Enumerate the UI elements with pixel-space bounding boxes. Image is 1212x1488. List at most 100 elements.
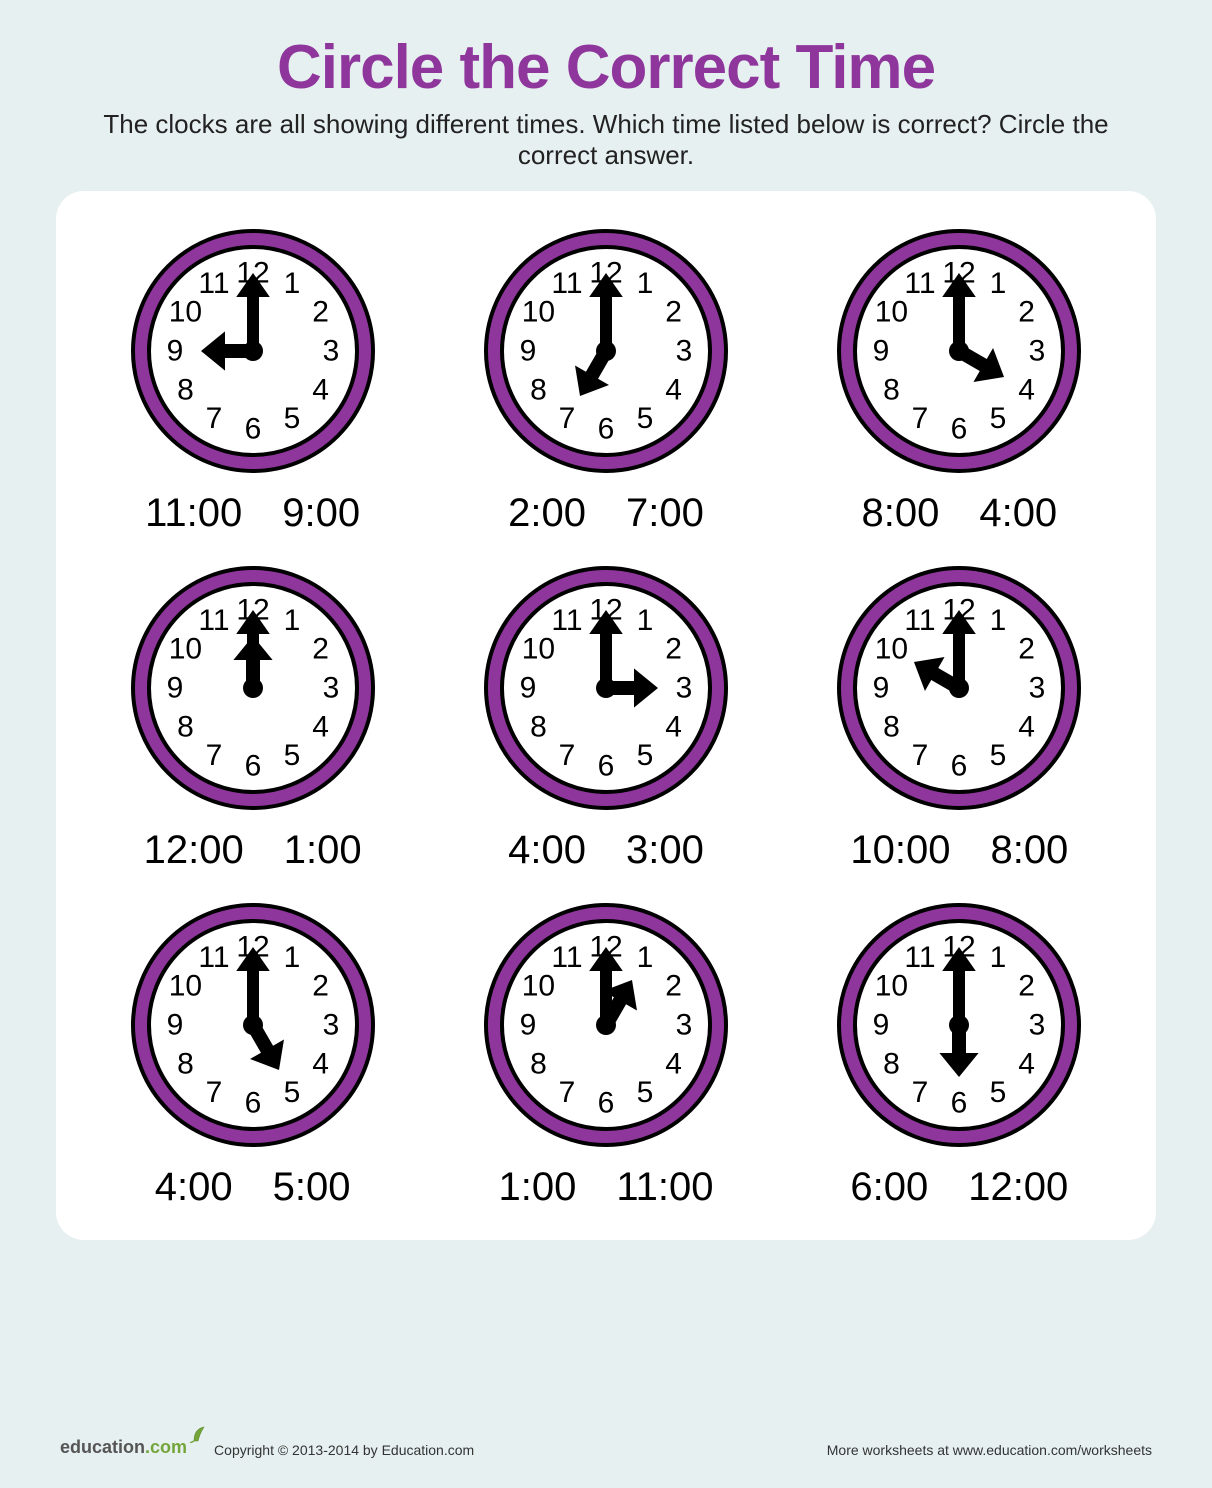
answer-option[interactable]: 3:00 [626,828,704,873]
svg-text:5: 5 [283,1076,300,1109]
svg-text:1: 1 [637,267,654,300]
svg-text:2: 2 [665,633,682,666]
svg-text:4: 4 [665,1048,682,1081]
svg-text:1: 1 [637,604,654,637]
svg-text:2: 2 [665,970,682,1003]
answer-option[interactable]: 8:00 [990,828,1068,873]
svg-text:9: 9 [166,672,183,705]
answer-option[interactable]: 11:00 [616,1165,713,1210]
svg-text:3: 3 [676,672,693,705]
svg-text:2: 2 [312,633,329,666]
clock-cell: 123456789101112 1:00 11:00 [476,895,736,1210]
clock-cell: 123456789101112 6:00 12:00 [829,895,1089,1210]
svg-text:6: 6 [951,750,968,783]
answer-choices: 12:00 1:00 [123,828,383,873]
svg-text:10: 10 [875,296,908,329]
svg-text:11: 11 [198,941,229,974]
svg-text:3: 3 [1029,672,1046,705]
svg-text:1: 1 [637,941,654,974]
analog-clock: 123456789101112 [476,221,736,481]
svg-text:6: 6 [598,750,615,783]
svg-text:3: 3 [322,1009,339,1042]
clock-cell: 123456789101112 4:00 5:00 [123,895,383,1210]
svg-text:1: 1 [283,267,300,300]
analog-clock: 123456789101112 [829,221,1089,481]
svg-text:11: 11 [551,941,582,974]
svg-text:5: 5 [990,402,1007,435]
svg-text:8: 8 [883,1048,900,1081]
svg-text:3: 3 [1029,1009,1046,1042]
svg-text:10: 10 [522,970,555,1003]
analog-clock: 123456789101112 [123,558,383,818]
answer-option[interactable]: 6:00 [850,1165,928,1210]
answer-option[interactable]: 1:00 [498,1165,576,1210]
svg-text:6: 6 [951,1087,968,1120]
svg-text:5: 5 [637,402,654,435]
svg-text:5: 5 [283,739,300,772]
svg-text:7: 7 [205,1076,222,1109]
svg-text:6: 6 [598,413,615,446]
leaf-icon [188,1423,208,1443]
svg-text:2: 2 [312,296,329,329]
analog-clock: 123456789101112 [476,895,736,1155]
svg-text:2: 2 [1019,296,1036,329]
answer-choices: 10:00 8:00 [829,828,1089,873]
svg-text:9: 9 [520,1009,537,1042]
answer-option[interactable]: 4:00 [979,491,1057,536]
svg-text:11: 11 [905,604,936,637]
answer-option[interactable]: 12:00 [144,828,244,873]
svg-text:1: 1 [283,941,300,974]
answer-option[interactable]: 10:00 [850,828,950,873]
answer-option[interactable]: 5:00 [273,1165,351,1210]
answer-choices: 2:00 7:00 [476,491,736,536]
answer-option[interactable]: 4:00 [155,1165,233,1210]
svg-text:3: 3 [676,1009,693,1042]
svg-text:10: 10 [168,970,201,1003]
svg-text:11: 11 [198,604,229,637]
svg-text:6: 6 [598,1087,615,1120]
answer-choices: 4:00 5:00 [123,1165,383,1210]
svg-text:7: 7 [912,1076,929,1109]
answer-choices: 4:00 3:00 [476,828,736,873]
svg-text:11: 11 [905,267,936,300]
svg-text:4: 4 [312,374,329,407]
svg-text:5: 5 [990,739,1007,772]
svg-text:9: 9 [520,335,537,368]
svg-text:3: 3 [1029,335,1046,368]
svg-text:3: 3 [676,335,693,368]
answer-option[interactable]: 9:00 [282,491,360,536]
footer-right: More worksheets at www.education.com/wor… [827,1442,1152,1458]
clock-cell: 123456789101112 10:00 8:00 [829,558,1089,873]
answer-option[interactable]: 11:00 [145,491,242,536]
svg-text:8: 8 [530,374,547,407]
answer-option[interactable]: 12:00 [968,1165,1068,1210]
svg-text:5: 5 [637,739,654,772]
answer-option[interactable]: 8:00 [861,491,939,536]
answer-option[interactable]: 1:00 [284,828,362,873]
svg-text:7: 7 [205,739,222,772]
svg-text:2: 2 [1019,970,1036,1003]
analog-clock: 123456789101112 [476,558,736,818]
svg-text:10: 10 [168,633,201,666]
svg-text:3: 3 [322,335,339,368]
answer-option[interactable]: 2:00 [508,491,586,536]
svg-text:1: 1 [990,267,1007,300]
svg-text:7: 7 [205,402,222,435]
logo-text: education [60,1437,145,1457]
clock-grid: 123456789101112 11:00 9:00 1234567891011… [96,221,1116,1210]
svg-text:7: 7 [912,739,929,772]
svg-text:6: 6 [951,413,968,446]
page-title: Circle the Correct Time [50,32,1162,103]
svg-text:5: 5 [283,402,300,435]
svg-text:11: 11 [551,604,582,637]
analog-clock: 123456789101112 [123,895,383,1155]
answer-option[interactable]: 7:00 [626,491,704,536]
answer-option[interactable]: 4:00 [508,828,586,873]
svg-text:4: 4 [1019,1048,1036,1081]
svg-text:8: 8 [177,711,194,744]
svg-text:11: 11 [551,267,582,300]
clock-cell: 123456789101112 2:00 7:00 [476,221,736,536]
svg-text:9: 9 [873,335,890,368]
logo-suffix: .com [145,1437,187,1457]
svg-text:7: 7 [559,402,576,435]
